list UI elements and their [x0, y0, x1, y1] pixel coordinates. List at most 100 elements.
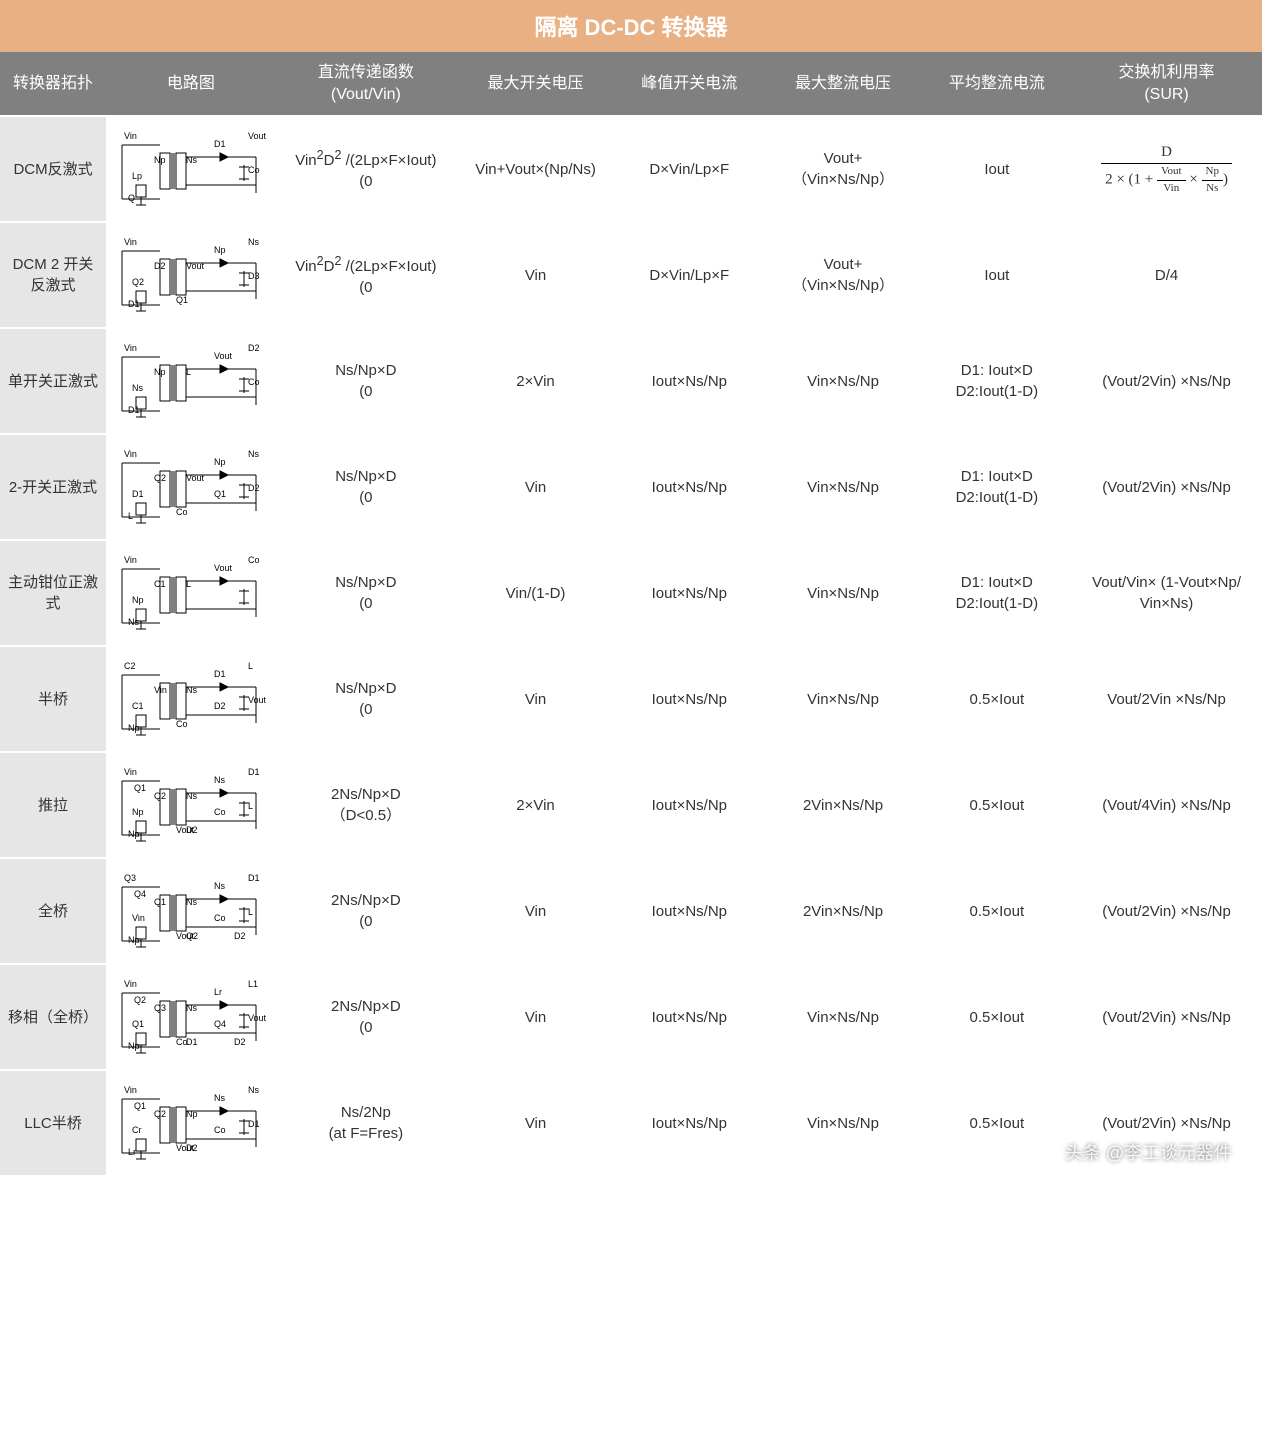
svg-text:Ns: Ns [186, 791, 197, 801]
vsw-cell: Vin+Vout×(Np/Ns) [456, 116, 615, 222]
svg-text:L: L [128, 511, 133, 521]
svg-text:Np: Np [132, 807, 144, 817]
topology-cell: 2-开关正激式 [0, 434, 106, 540]
svg-text:D1: D1 [248, 873, 260, 883]
svg-text:D1: D1 [248, 1119, 260, 1129]
vsw-cell: Vin [456, 858, 615, 964]
sur-cell: (Vout/2Vin) ×Ns/Np [1071, 328, 1262, 434]
svg-text:Co: Co [248, 555, 260, 565]
sur-cell: Vout/Vin× (1-Vout×Np/ Vin×Ns) [1071, 540, 1262, 646]
sur-cell: (Vout/2Vin) ×Ns/Np [1071, 964, 1262, 1070]
svg-text:Np: Np [186, 1109, 198, 1119]
vsw-cell: Vin [456, 1070, 615, 1175]
isw-cell: Iout×Ns/Np [615, 328, 763, 434]
transfer-cell: Ns/Np×D(0 [276, 328, 456, 434]
col-header-1: 电路图 [106, 52, 276, 116]
svg-text:Ns: Ns [248, 1085, 259, 1095]
converter-table: 转换器拓扑电路图直流传递函数(Vout/Vin)最大开关电压峰值开关电流最大整流… [0, 52, 1262, 1175]
topology-cell: 单开关正激式 [0, 328, 106, 434]
circuit-cell: Q3Q1VinNpNsNsD1LVoutCoQ4Q2D2 [106, 858, 276, 964]
svg-text:D2: D2 [234, 931, 246, 941]
svg-text:Vout: Vout [214, 351, 233, 361]
svg-text:Q3: Q3 [124, 873, 136, 883]
transfer-cell: Ns/Np×D(0 [276, 434, 456, 540]
irect-cell: 0.5×Iout [923, 964, 1071, 1070]
col-header-2: 直流传递函数(Vout/Vin) [276, 52, 456, 116]
svg-text:Np: Np [214, 245, 226, 255]
svg-text:C1: C1 [132, 701, 144, 711]
svg-text:L: L [186, 579, 191, 589]
svg-text:Q1: Q1 [134, 783, 146, 793]
sur-cell: (Vout/2Vin) ×Ns/Np [1071, 434, 1262, 540]
sur-cell: (Vout/2Vin) ×Ns/Np [1071, 858, 1262, 964]
col-header-3: 最大开关电压 [456, 52, 615, 116]
svg-text:Vin: Vin [124, 767, 137, 777]
irect-cell: D1: Iout×DD2:Iout(1-D) [923, 328, 1071, 434]
irect-cell: Iout [923, 116, 1071, 222]
sur-cell: D/4 [1071, 222, 1262, 328]
irect-cell: Iout [923, 222, 1071, 328]
isw-cell: D×Vin/Lp×F [615, 116, 763, 222]
svg-text:Co: Co [248, 377, 260, 387]
svg-text:Ns: Ns [214, 881, 225, 891]
circuit-diagram: VinQ2CrLrNpNsNsD1VoutCoQ1D2 [112, 1079, 270, 1167]
svg-text:Vout: Vout [248, 131, 266, 141]
col-header-0: 转换器拓扑 [0, 52, 106, 116]
svg-text:Ns: Ns [128, 617, 139, 627]
col-header-4: 峰值开关电流 [615, 52, 763, 116]
circuit-diagram: VinQ3Q1NpNsLrL1VoutCoQ4Q2D1D2 [112, 973, 270, 1061]
circuit-cell: VinC1NpNsLVoutCo [106, 540, 276, 646]
svg-text:D2: D2 [154, 261, 166, 271]
svg-text:Ns: Ns [132, 383, 143, 393]
isw-cell: Iout×Ns/Np [615, 1070, 763, 1175]
table-row: LLC半桥 VinQ2CrLrNpNsNsD1VoutCoQ1D2 Ns/2Np… [0, 1070, 1262, 1175]
svg-text:Ns: Ns [214, 775, 225, 785]
svg-text:D2: D2 [186, 825, 198, 835]
vsw-cell: Vin [456, 646, 615, 752]
isw-cell: D×Vin/Lp×F [615, 222, 763, 328]
transfer-cell: Ns/2Np(at F=Fres) [276, 1070, 456, 1175]
isw-cell: Iout×Ns/Np [615, 858, 763, 964]
vsw-cell: 2×Vin [456, 752, 615, 858]
svg-text:Co: Co [176, 719, 188, 729]
svg-text:C1: C1 [154, 579, 166, 589]
svg-text:D2: D2 [234, 1037, 246, 1047]
circuit-diagram: VinC1NpNsLVoutCo [112, 549, 270, 637]
svg-text:D2: D2 [214, 701, 226, 711]
topology-cell: 主动钳位正激式 [0, 540, 106, 646]
svg-text:Vin: Vin [124, 449, 137, 459]
svg-text:Q2: Q2 [154, 1109, 166, 1119]
transfer-cell: Vin2D2 /(2Lp×F×Iout)(0 [276, 222, 456, 328]
isw-cell: Iout×Ns/Np [615, 752, 763, 858]
svg-text:Lr: Lr [214, 987, 222, 997]
table-row: 半桥 C2VinC1NpNsD1LVoutCoD2 Ns/Np×D(0VinIo… [0, 646, 1262, 752]
circuit-diagram: VinQ2D1LVoutNpNsD2CoQ1 [112, 443, 270, 531]
irect-cell: 0.5×Iout [923, 858, 1071, 964]
isw-cell: Iout×Ns/Np [615, 964, 763, 1070]
svg-text:Q2: Q2 [132, 277, 144, 287]
svg-text:Q3: Q3 [154, 1003, 166, 1013]
vrect-cell: Vout+（Vin×Ns/Np） [764, 116, 923, 222]
vrect-cell: Vin×Ns/Np [764, 328, 923, 434]
sur-cell: D2 × (1 + VoutVin × NpNs) [1071, 116, 1262, 222]
vrect-cell: Vout+（Vin×Ns/Np） [764, 222, 923, 328]
svg-text:Q4: Q4 [134, 889, 146, 899]
circuit-diagram: VinD2Q2D1VoutNpNsD3Q1 [112, 231, 270, 319]
vsw-cell: Vin [456, 964, 615, 1070]
svg-text:Vin: Vin [124, 1085, 137, 1095]
svg-text:Ns: Ns [186, 685, 197, 695]
table-row: 主动钳位正激式 VinC1NpNsLVoutCo Ns/Np×D(0Vin/(1… [0, 540, 1262, 646]
svg-text:Vout: Vout [214, 563, 233, 573]
svg-text:Vout: Vout [248, 695, 266, 705]
irect-cell: D1: Iout×DD2:Iout(1-D) [923, 540, 1071, 646]
svg-text:Q4: Q4 [214, 1019, 226, 1029]
circuit-cell: C2VinC1NpNsD1LVoutCoD2 [106, 646, 276, 752]
svg-text:Q: Q [128, 193, 135, 203]
svg-text:Np: Np [214, 457, 226, 467]
svg-text:D1: D1 [248, 767, 260, 777]
svg-text:Q1: Q1 [154, 897, 166, 907]
transfer-cell: 2Ns/Np×D（D<0.5） [276, 752, 456, 858]
irect-cell: 0.5×Iout [923, 752, 1071, 858]
vrect-cell: Vin×Ns/Np [764, 964, 923, 1070]
svg-text:D1: D1 [214, 669, 226, 679]
